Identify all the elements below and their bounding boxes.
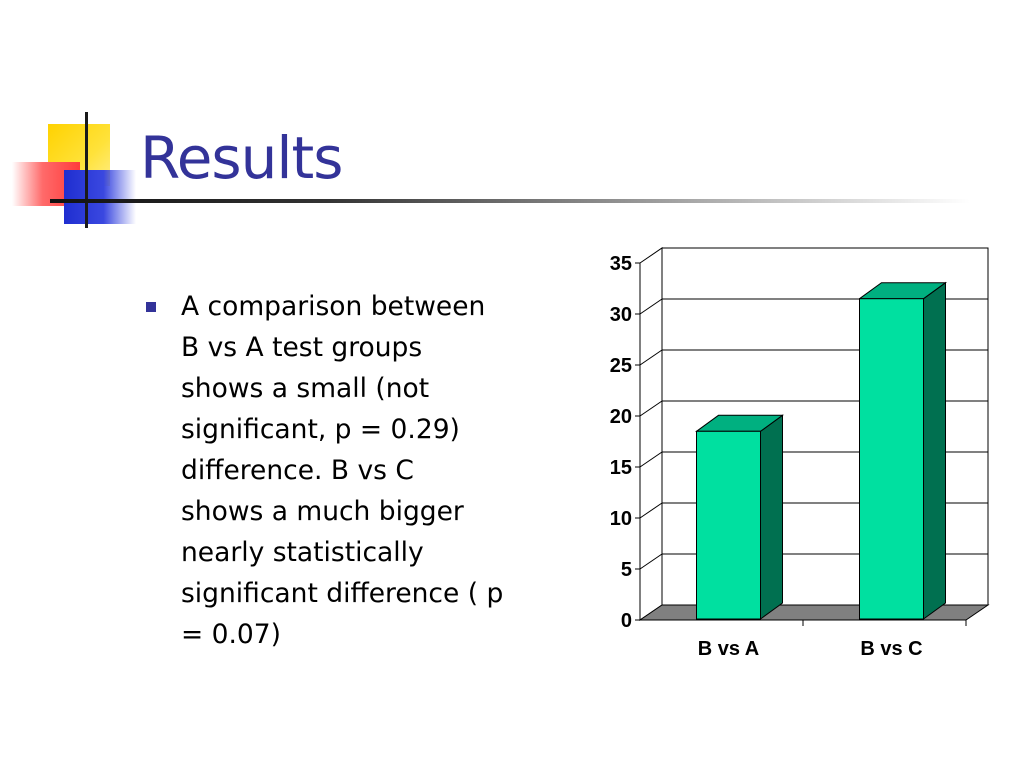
slide-title: Results <box>140 124 343 192</box>
bullet-text: A comparison between B vs A test groups … <box>181 291 504 650</box>
y-tick-label: 5 <box>621 559 632 581</box>
bullet-list: A comparison between B vs A test groups … <box>146 286 536 655</box>
title-underline <box>50 199 970 203</box>
y-tick-label: 30 <box>610 304 632 326</box>
y-tick-label: 20 <box>610 406 632 428</box>
bar-side <box>923 281 946 620</box>
bullet-item: A comparison between B vs A test groups … <box>146 286 536 655</box>
gridline-side <box>639 502 663 519</box>
bullet-square-icon <box>146 302 156 312</box>
y-tick-label: 15 <box>610 457 632 479</box>
gridline-side <box>639 298 663 315</box>
gridline-side <box>639 349 663 366</box>
logo-decoration <box>0 0 160 240</box>
gridline-side <box>639 400 663 417</box>
bar-chart: 0 5 10 15 20 25 30 35 B vs A B vs C <box>610 247 990 660</box>
logo-blue-square <box>64 170 136 224</box>
y-tick-label: 25 <box>610 355 632 377</box>
gridline-side <box>639 553 663 570</box>
bar <box>696 430 761 620</box>
x-tick-label: B vs A <box>698 638 760 660</box>
chart-side-wall <box>639 247 663 621</box>
y-tick-label: 10 <box>610 508 632 530</box>
y-tick-label: 0 <box>621 610 632 632</box>
bar-side <box>760 414 783 620</box>
y-tick-label: 35 <box>610 253 632 275</box>
x-tick-label: B vs C <box>860 638 922 660</box>
gridline-side <box>639 451 663 468</box>
bar <box>859 298 924 620</box>
logo-vertical-line <box>85 112 88 228</box>
